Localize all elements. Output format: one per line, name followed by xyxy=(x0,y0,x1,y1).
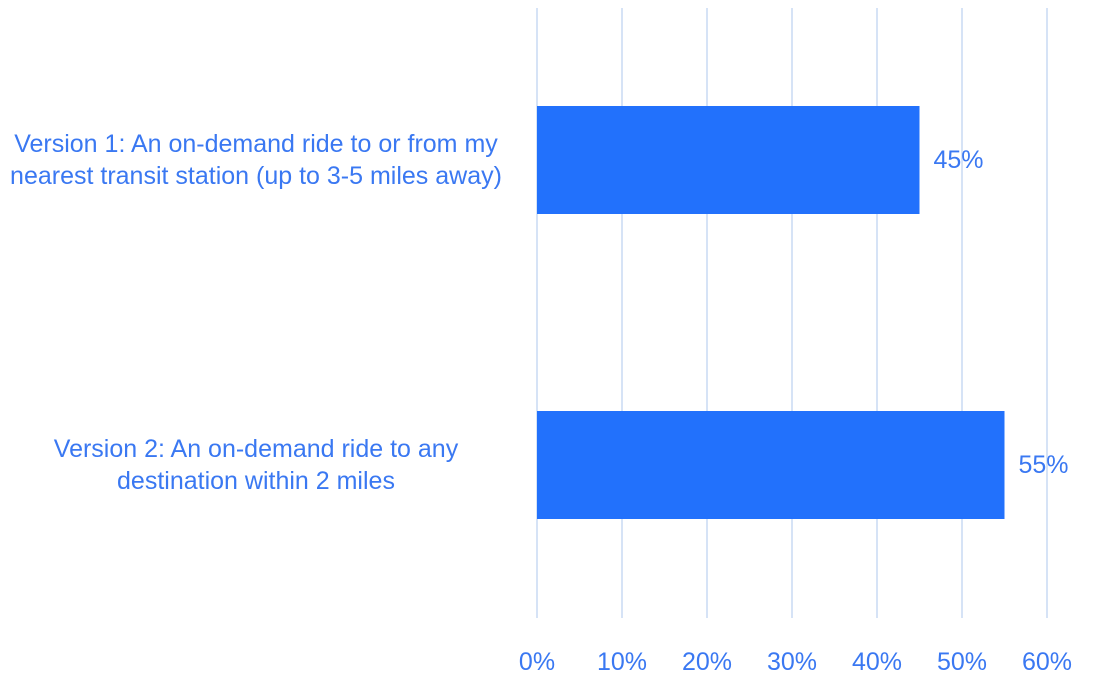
x-tick-label-20: 20% xyxy=(681,648,733,676)
x-tick-label-30: 30% xyxy=(766,648,818,676)
bar-version-2 xyxy=(537,411,1005,519)
x-tick-label-50: 50% xyxy=(936,648,988,676)
category-label-version-1: Version 1: An on-demand ride to or from … xyxy=(10,130,502,190)
x-tick-label-10: 10% xyxy=(596,648,648,676)
value-label-version-1: 45% xyxy=(933,146,984,174)
x-tick-label-0: 0% xyxy=(518,648,556,676)
category-label-version-2: Version 2: An on-demand ride to any dest… xyxy=(53,435,459,495)
x-tick-label-40: 40% xyxy=(851,648,903,676)
value-label-version-2: 55% xyxy=(1018,451,1069,479)
x-tick-label-60: 60% xyxy=(1021,648,1073,676)
bar-version-1 xyxy=(537,106,920,214)
